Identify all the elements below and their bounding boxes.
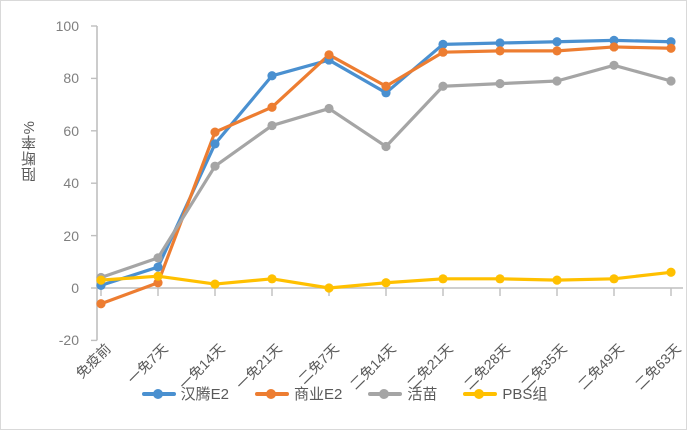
- data-point: [210, 279, 220, 289]
- data-point: [153, 278, 163, 288]
- data-point: [495, 274, 505, 284]
- legend-marker-icon: [254, 388, 289, 400]
- data-point: [552, 76, 562, 86]
- data-point: [609, 42, 619, 52]
- data-point: [552, 275, 562, 285]
- data-point: [438, 274, 448, 284]
- data-point: [381, 278, 391, 288]
- data-point: [438, 47, 448, 57]
- data-point: [438, 81, 448, 91]
- data-point: [153, 262, 163, 272]
- data-point: [552, 37, 562, 47]
- legend-item-2[interactable]: 商业E2: [254, 383, 343, 404]
- legend-label: 汉腾E2: [180, 386, 229, 403]
- data-point: [210, 139, 220, 149]
- data-point: [666, 37, 676, 47]
- data-point: [267, 274, 277, 284]
- legend-item-1[interactable]: 汉腾E2: [141, 383, 229, 404]
- data-point: [609, 35, 619, 46]
- data-point: [666, 43, 676, 53]
- data-point: [438, 39, 448, 49]
- data-point: [381, 88, 391, 98]
- data-point: [324, 283, 334, 293]
- data-point: [324, 50, 334, 60]
- data-point: [153, 271, 163, 281]
- series-line-1: [99, 38, 673, 287]
- data-point: [666, 76, 676, 86]
- data-point: [96, 275, 106, 285]
- legend-marker-icon: [141, 388, 176, 400]
- data-point: [552, 46, 562, 56]
- data-point: [381, 141, 391, 152]
- data-point: [153, 253, 163, 263]
- data-point: [210, 161, 220, 171]
- chart-legend: 汉腾E2 商业E2 活苗 PBS组: [1, 383, 686, 404]
- data-point: [267, 120, 277, 131]
- legend-label: PBS组: [502, 386, 548, 403]
- data-point: [210, 127, 220, 137]
- legend-label: 活苗: [407, 386, 438, 403]
- data-point: [666, 267, 676, 277]
- data-point: [495, 79, 505, 89]
- data-point: [381, 81, 391, 91]
- data-point: [267, 71, 277, 81]
- data-point: [324, 103, 334, 114]
- legend-marker-icon: [368, 388, 403, 400]
- data-point: [609, 274, 619, 284]
- data-point: [609, 60, 619, 70]
- data-point: [495, 46, 505, 56]
- legend-item-4[interactable]: PBS组: [463, 383, 547, 404]
- legend-item-3[interactable]: 活苗: [368, 383, 437, 404]
- legend-label: 商业E2: [293, 386, 343, 403]
- data-point: [96, 299, 106, 309]
- data-point: [495, 38, 505, 48]
- legend-marker-icon: [463, 388, 498, 400]
- data-point: [267, 102, 277, 112]
